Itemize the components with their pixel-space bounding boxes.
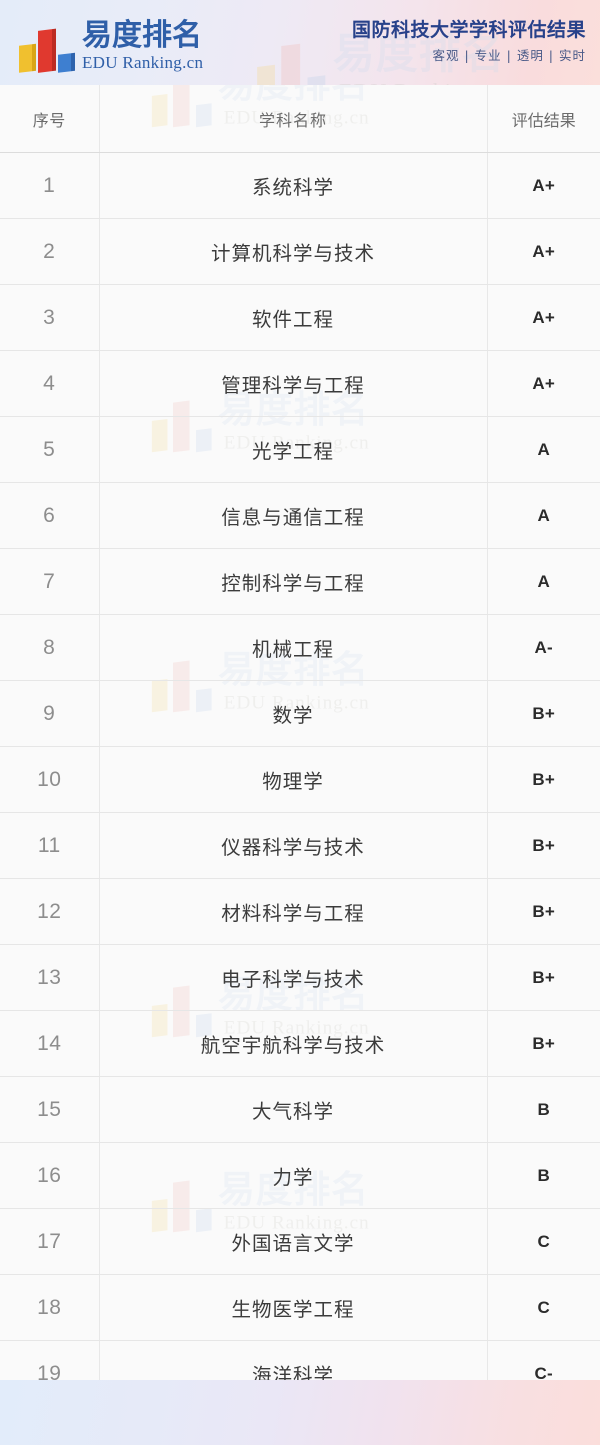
row-evaluation-grade: A+ — [487, 350, 600, 417]
row-evaluation-grade: A- — [487, 614, 600, 681]
watermark-bars-icon — [255, 43, 329, 85]
row-index: 3 — [0, 284, 100, 351]
row-discipline-name: 电子科学与技术 — [99, 944, 488, 1011]
row-discipline-name: 物理学 — [99, 746, 488, 813]
row-index: 6 — [0, 482, 100, 549]
row-discipline-name: 光学工程 — [99, 416, 488, 483]
site-logo[interactable]: 易度排名 EDU Ranking.cn — [18, 14, 204, 73]
page-footer — [0, 1380, 600, 1445]
row-evaluation-grade: B+ — [487, 812, 600, 879]
row-discipline-name: 大气科学 — [99, 1076, 488, 1143]
table-row[interactable]: 6 信息与通信工程 A — [0, 482, 600, 549]
table-row[interactable]: 17 外国语言文学 C — [0, 1208, 600, 1275]
row-discipline-name: 管理科学与工程 — [99, 350, 488, 417]
row-evaluation-grade: A+ — [487, 218, 600, 285]
row-index: 16 — [0, 1142, 100, 1209]
row-index: 11 — [0, 812, 100, 879]
row-evaluation-grade: A+ — [487, 152, 600, 219]
row-discipline-name: 海洋科学 — [99, 1340, 488, 1380]
logo-en-text: EDU Ranking.cn — [82, 53, 204, 72]
column-header-index: 序号 — [0, 85, 100, 153]
page-header: 易度排名 EDU Ranking.cn 易度排名 EDU Ranking.cn … — [0, 0, 600, 85]
logo-bar-yellow — [19, 43, 36, 73]
logo-bar-red — [38, 28, 56, 73]
table-row[interactable]: 13 电子科学与技术 B+ — [0, 944, 600, 1011]
row-index: 1 — [0, 152, 100, 219]
row-evaluation-grade: B+ — [487, 878, 600, 945]
row-index: 5 — [0, 416, 100, 483]
row-evaluation-grade: A — [487, 416, 600, 483]
table-row[interactable]: 18 生物医学工程 C — [0, 1274, 600, 1341]
table-row[interactable]: 12 材料科学与工程 B+ — [0, 878, 600, 945]
table-row[interactable]: 2 计算机科学与技术 A+ — [0, 218, 600, 285]
row-evaluation-grade: B+ — [487, 1010, 600, 1077]
row-discipline-name: 信息与通信工程 — [99, 482, 488, 549]
header-title-block: 国防科技大学学科评估结果 客观 | 专业 | 透明 | 实时 — [352, 18, 586, 64]
row-index: 7 — [0, 548, 100, 615]
row-evaluation-grade: B+ — [487, 746, 600, 813]
row-discipline-name: 外国语言文学 — [99, 1208, 488, 1275]
table-row[interactable]: 5 光学工程 A — [0, 416, 600, 483]
bar-chart-logo-icon — [18, 28, 75, 73]
table-row[interactable]: 11 仪器科学与技术 B+ — [0, 812, 600, 879]
table-body: 1 系统科学 A+ 2 计算机科学与技术 A+ 3 软件工程 A+ 4 管理科学与工程 A+ 5 光学工程… — [0, 152, 600, 1380]
row-index: 15 — [0, 1076, 100, 1143]
row-evaluation-grade: C- — [487, 1340, 600, 1380]
row-index: 12 — [0, 878, 100, 945]
row-index: 9 — [0, 680, 100, 747]
row-evaluation-grade: B+ — [487, 944, 600, 1011]
row-index: 2 — [0, 218, 100, 285]
row-discipline-name: 软件工程 — [99, 284, 488, 351]
table-row[interactable]: 14 航空宇航科学与技术 B+ — [0, 1010, 600, 1077]
table-row[interactable]: 3 软件工程 A+ — [0, 284, 600, 351]
row-evaluation-grade: A — [487, 548, 600, 615]
table-row[interactable]: 4 管理科学与工程 A+ — [0, 350, 600, 417]
page-title: 国防科技大学学科评估结果 — [351, 19, 586, 41]
column-header-name: 学科名称 — [99, 85, 488, 153]
row-index: 18 — [0, 1274, 100, 1341]
table-header-row: 序号 学科名称 评估结果 — [0, 85, 600, 153]
row-discipline-name: 材料科学与工程 — [99, 878, 488, 945]
table-row[interactable]: 16 力学 B — [0, 1142, 600, 1209]
row-discipline-name: 力学 — [99, 1142, 488, 1209]
row-evaluation-grade: B — [487, 1076, 600, 1143]
row-evaluation-grade: A+ — [487, 284, 600, 351]
table-row[interactable]: 15 大气科学 B — [0, 1076, 600, 1143]
row-index: 13 — [0, 944, 100, 1011]
row-discipline-name: 航空宇航科学与技术 — [99, 1010, 488, 1077]
row-discipline-name: 生物医学工程 — [99, 1274, 488, 1341]
row-evaluation-grade: C — [487, 1208, 600, 1275]
row-discipline-name: 数学 — [99, 680, 488, 747]
row-evaluation-grade: A — [487, 482, 600, 549]
logo-bar-blue — [58, 52, 75, 73]
row-evaluation-grade: C — [487, 1274, 600, 1341]
logo-cn-text: 易度排名 — [82, 18, 202, 53]
row-discipline-name: 仪器科学与技术 — [99, 812, 488, 879]
table-row[interactable]: 7 控制科学与工程 A — [0, 548, 600, 615]
row-index: 4 — [0, 350, 100, 417]
row-discipline-name: 系统科学 — [99, 152, 488, 219]
row-evaluation-grade: B — [487, 1142, 600, 1209]
row-discipline-name: 控制科学与工程 — [99, 548, 488, 615]
table-row[interactable]: 19 海洋科学 C- — [0, 1340, 600, 1380]
column-header-grade: 评估结果 — [487, 85, 600, 153]
row-evaluation-grade: B+ — [487, 680, 600, 747]
row-discipline-name: 计算机科学与技术 — [99, 218, 488, 285]
table-row[interactable]: 8 机械工程 A- — [0, 614, 600, 681]
table-row[interactable]: 10 物理学 B+ — [0, 746, 600, 813]
row-index: 14 — [0, 1010, 100, 1077]
table-row[interactable]: 9 数学 B+ — [0, 680, 600, 747]
page-subtitle: 客观 | 专业 | 透明 | 实时 — [432, 48, 586, 63]
table-row[interactable]: 1 系统科学 A+ — [0, 152, 600, 219]
row-index: 19 — [0, 1340, 100, 1380]
row-index: 8 — [0, 614, 100, 681]
discipline-evaluation-table: 序号 学科名称 评估结果 1 系统科学 A+ 2 计算机科学与技术 A+ 3 软件工程 A+ 4 管… — [0, 85, 600, 1380]
row-discipline-name: 机械工程 — [99, 614, 488, 681]
row-index: 17 — [0, 1208, 100, 1275]
row-index: 10 — [0, 746, 100, 813]
